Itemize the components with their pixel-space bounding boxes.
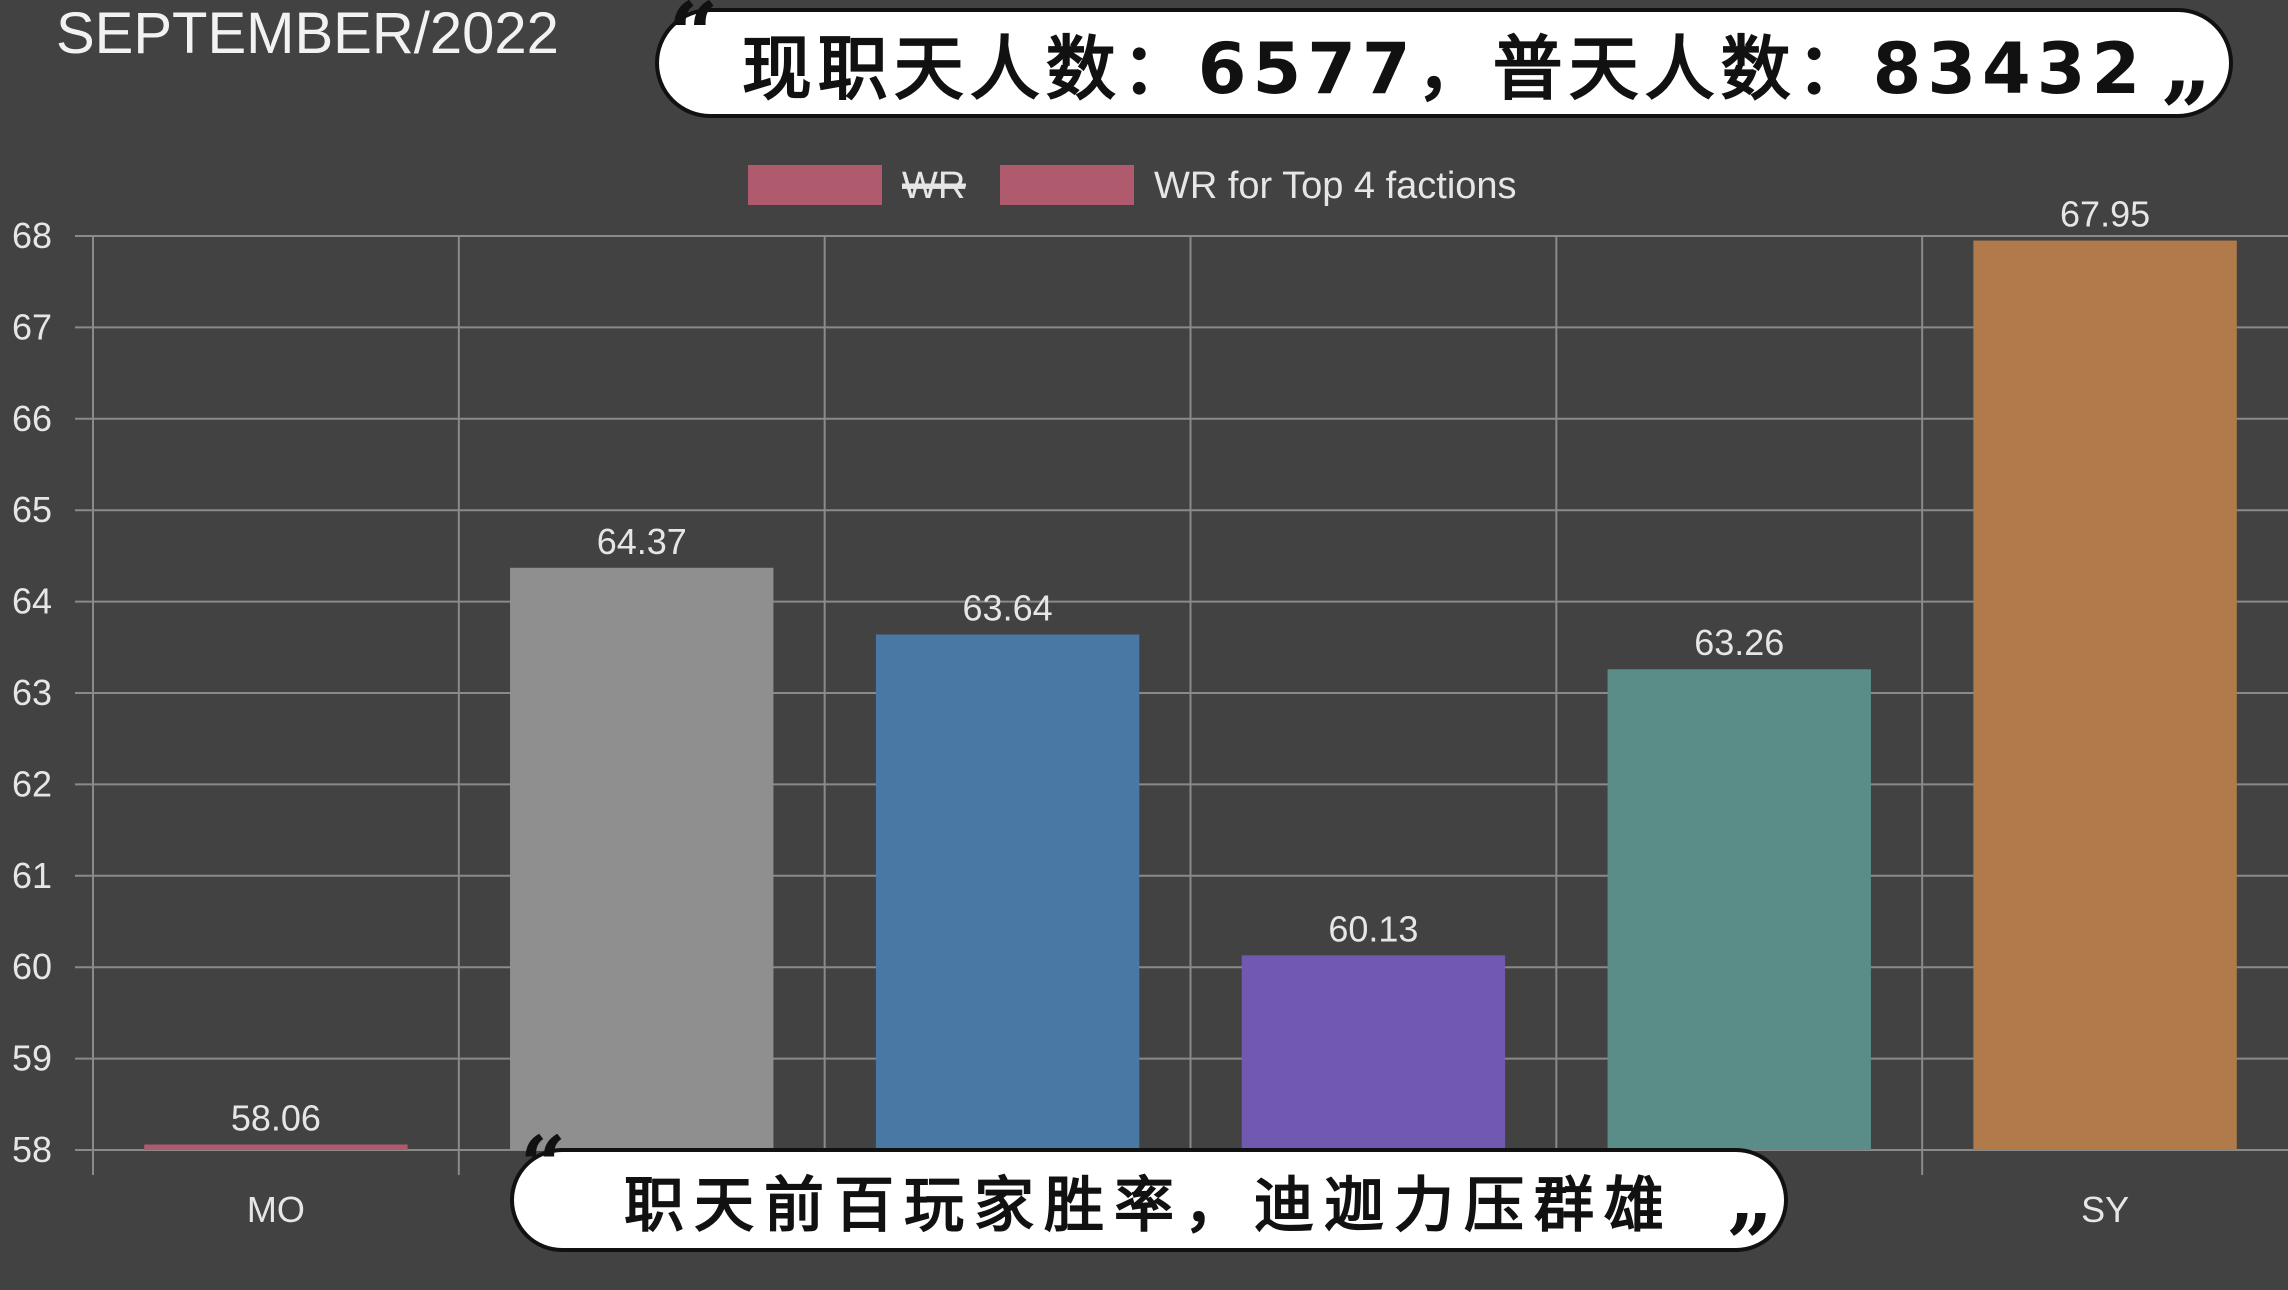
data-label: 67.95 bbox=[2060, 194, 2150, 235]
y-tick-label: 67 bbox=[12, 306, 52, 347]
caption-bottom: 职天前百玩家胜率，迪迦力压群雄 bbox=[510, 1148, 1788, 1252]
y-tick-label: 58 bbox=[12, 1129, 52, 1170]
close-quote-icon: ” bbox=[2160, 62, 2211, 166]
legend-swatch bbox=[1000, 165, 1134, 205]
bar bbox=[1607, 669, 1871, 1150]
y-tick-label: 60 bbox=[12, 946, 52, 987]
x-tick-label: SY bbox=[2081, 1189, 2129, 1230]
caption-top: 现职天人数：6577，普天人数：83432 bbox=[655, 8, 2233, 118]
open-quote-icon: “ bbox=[668, 0, 719, 86]
y-tick-label: 65 bbox=[12, 489, 52, 530]
bar bbox=[144, 1144, 408, 1150]
y-tick-label: 68 bbox=[12, 215, 52, 256]
x-tick-label: MO bbox=[247, 1189, 305, 1230]
legend-label: WR for Top 4 factions bbox=[1154, 165, 1517, 207]
bar bbox=[875, 634, 1140, 1150]
data-label: 63.64 bbox=[963, 588, 1053, 629]
bar bbox=[1241, 955, 1506, 1150]
open-quote-icon: “ bbox=[520, 1118, 567, 1212]
y-tick-label: 64 bbox=[12, 581, 52, 622]
y-tick-label: 62 bbox=[12, 763, 52, 804]
data-label: 58.06 bbox=[231, 1098, 321, 1139]
page-title: SEPTEMBER/2022 bbox=[56, 1, 559, 66]
bar-chart: 58 59 60 61 62 63 64 65 66 67 68 58.06 MO 64.37 63.64 6… bbox=[12, 165, 2288, 1230]
y-tick-label: 61 bbox=[12, 855, 52, 896]
bar bbox=[1973, 240, 2237, 1150]
y-tick-label: 63 bbox=[12, 672, 52, 713]
y-tick-label: 66 bbox=[12, 398, 52, 439]
data-label: 64.37 bbox=[597, 521, 687, 562]
data-label: 63.26 bbox=[1694, 622, 1784, 663]
bar bbox=[510, 567, 774, 1150]
y-tick-label: 59 bbox=[12, 1038, 52, 1079]
close-quote-icon: ” bbox=[1726, 1196, 1773, 1290]
legend-swatch bbox=[748, 165, 882, 205]
data-label: 60.13 bbox=[1328, 908, 1418, 949]
